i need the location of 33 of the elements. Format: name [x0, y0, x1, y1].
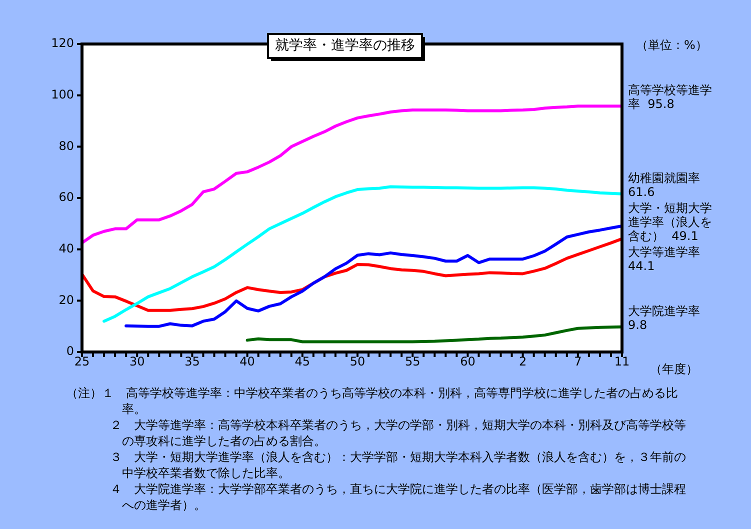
- y-tick-label: 60: [58, 190, 74, 204]
- x-tick-label: 60: [460, 354, 476, 368]
- text: ３ 大学・短期大学進学率（浪人を含む）：大学学部・短期大学本科入学者数（浪人を含む）を，３年前の中学校卒業者数で除した比率。: [109, 449, 687, 481]
- x-axis-title: （年度）: [650, 362, 698, 376]
- data-label: 61.6: [628, 185, 655, 200]
- y-tick-label: 20: [58, 292, 74, 307]
- y-tick-label: 0: [66, 344, 74, 358]
- chart-title: 就学率・進学率の推移: [275, 38, 415, 54]
- y-tick-label: 100: [51, 87, 74, 102]
- series-label: 大学院進学率: [628, 304, 700, 318]
- text: ４ 大学院進学率：大学学部卒業者のうち，直ちに大学院に進学した者の比率（医学部，歯学部は博士課程への進学者）。: [109, 481, 687, 513]
- text: （注）１ 高等学校等進学率：中学校卒業者のうち高等学校の本科・別科，高等専門学校に進学した者の占める比率。: [66, 385, 679, 417]
- x-tick-label: 35: [184, 354, 200, 368]
- data-label: 9.8: [628, 318, 648, 332]
- text: （単位：%）: [636, 38, 708, 52]
- x-tick-label: 2: [518, 354, 527, 368]
- x-tick-label: 50: [350, 354, 366, 368]
- text: 大学・短期大学進学率（浪人を含む） 49.1: [628, 201, 712, 244]
- y-tick-label: 80: [58, 138, 74, 153]
- x-tick-label: 40: [240, 354, 255, 368]
- y-tick-label: 120: [51, 36, 74, 50]
- x-tick-label: 11: [614, 354, 630, 368]
- y-tick-label: 40: [58, 241, 74, 256]
- x-tick-label: 55: [404, 354, 420, 368]
- series-label: 大学等進学率: [628, 245, 700, 260]
- series-label: 幼稚園就園率: [628, 171, 700, 186]
- data-label: 44.1: [628, 259, 655, 274]
- text: 高等学校等進学率 95.8: [628, 83, 712, 112]
- x-tick-label: 25: [74, 354, 90, 368]
- x-tick-label: 30: [129, 354, 145, 368]
- x-tick-label: 7: [574, 354, 582, 368]
- x-tick-label: 45: [294, 354, 310, 368]
- text: ２ 大学等進学率：高等学校本科卒業者のうち，大学の学部・別科，短期大学の本科・別科及び高等学校等の専攻科に進学した者の占める割合。: [109, 417, 687, 449]
